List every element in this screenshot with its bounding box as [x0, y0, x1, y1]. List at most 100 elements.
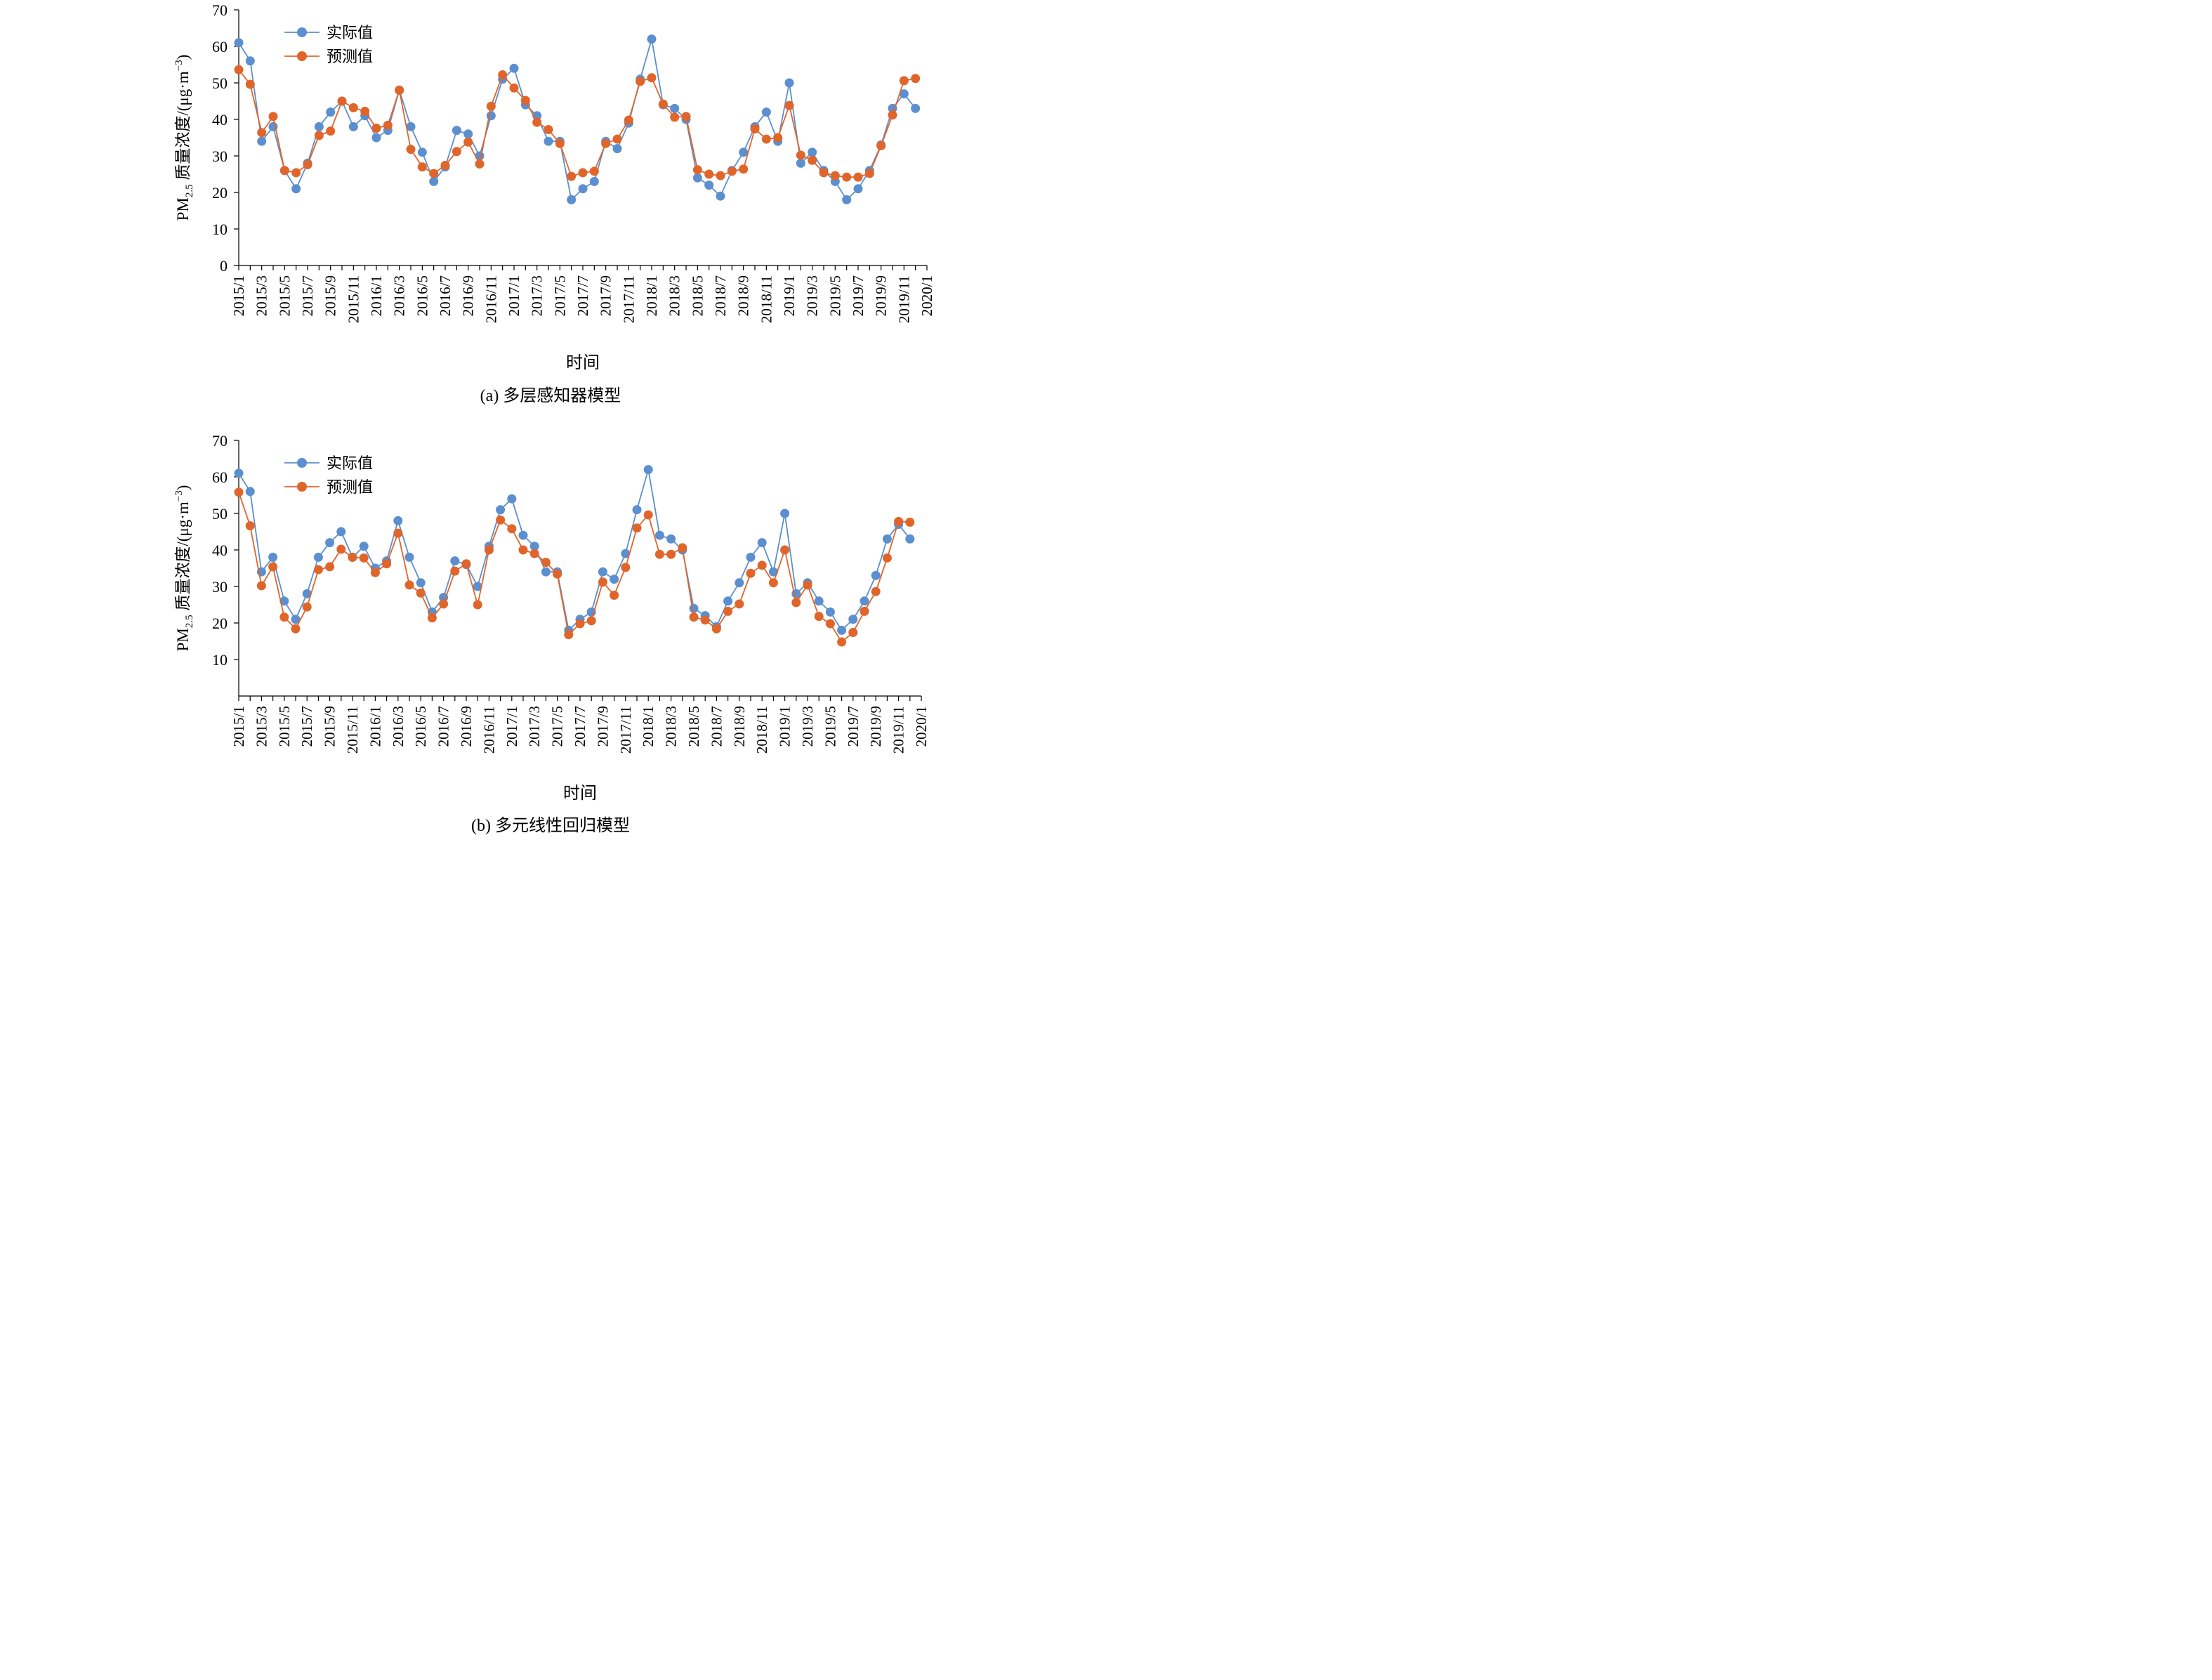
x-tick-label: 2016/3	[391, 275, 408, 316]
data-point-predicted	[555, 138, 565, 148]
data-point-actual	[578, 184, 588, 194]
data-point-actual	[848, 615, 858, 624]
x-axis-label: 时间	[563, 784, 597, 803]
data-point-predicted	[882, 553, 892, 563]
data-point-predicted	[808, 155, 817, 165]
data-point-actual	[670, 103, 680, 113]
data-point-actual	[268, 552, 278, 562]
data-point-actual	[825, 607, 835, 617]
data-point-predicted	[303, 159, 312, 169]
data-point-actual	[899, 89, 909, 99]
x-tick-label: 2020/1	[913, 706, 930, 747]
data-point-actual	[336, 527, 346, 537]
x-tick-label: 2016/1	[368, 275, 385, 316]
x-tick-label: 2017/7	[572, 706, 588, 747]
data-point-predicted	[757, 560, 767, 570]
data-point-actual	[871, 570, 881, 580]
x-tick-label: 2018/7	[712, 275, 729, 316]
data-point-actual	[234, 38, 244, 48]
data-point-actual	[302, 589, 312, 598]
data-point-actual	[768, 567, 778, 577]
data-point-predicted	[234, 65, 244, 74]
data-point-predicted	[475, 159, 485, 169]
x-tick-label: 2019/1	[777, 706, 794, 747]
x-tick-label: 2020/1	[919, 275, 935, 316]
data-point-actual	[796, 158, 805, 168]
data-point-actual	[439, 593, 449, 603]
y-tick-label: 60	[212, 38, 228, 55]
data-point-predicted	[768, 578, 778, 588]
data-point-actual	[814, 596, 824, 606]
data-point-actual	[314, 122, 324, 131]
x-tick-label: 2019/7	[850, 275, 867, 316]
data-point-predicted	[359, 553, 369, 563]
x-tick-label: 2017/1	[503, 706, 520, 747]
data-point-actual	[704, 181, 714, 190]
x-tick-label: 2017/11	[620, 275, 637, 323]
data-point-predicted	[871, 586, 881, 596]
data-point-actual	[837, 625, 847, 635]
x-tick-label: 2018/1	[643, 275, 660, 316]
data-point-predicted	[643, 510, 653, 520]
data-point-predicted	[796, 150, 805, 160]
data-point-predicted	[429, 169, 439, 178]
data-point-predicted	[427, 613, 437, 623]
legend-label: 实际值	[327, 454, 373, 472]
data-point-actual	[518, 530, 528, 540]
x-tick-label: 2016/9	[458, 706, 475, 747]
legend-marker	[297, 27, 307, 37]
x-tick-label: 2019/5	[827, 275, 843, 316]
y-tick-label: 30	[212, 578, 228, 596]
x-tick-label: 2015/3	[253, 706, 270, 747]
data-point-predicted	[291, 624, 301, 634]
x-tick-label: 2015/5	[276, 275, 293, 316]
data-point-predicted	[484, 545, 494, 555]
y-tick-label: 70	[212, 432, 228, 449]
x-tick-label: 2015/7	[299, 275, 316, 316]
data-point-actual	[888, 103, 897, 113]
data-point-actual	[746, 552, 756, 562]
data-point-predicted	[814, 612, 824, 622]
x-tick-label: 2016/3	[390, 706, 407, 747]
data-point-actual	[757, 538, 767, 548]
data-point-actual	[463, 129, 473, 139]
x-tick-label: 2018/7	[708, 706, 725, 747]
data-point-predicted	[689, 612, 699, 622]
x-tick-label: 2018/9	[731, 706, 748, 747]
x-axis-label: 时间	[566, 353, 600, 372]
y-axis-label-main: PM	[174, 628, 192, 651]
data-point-predicted	[899, 76, 909, 86]
data-point-predicted	[636, 77, 645, 86]
data-point-actual	[313, 552, 323, 562]
x-tick-label: 2016/5	[414, 275, 430, 316]
data-point-predicted	[589, 166, 599, 176]
data-point-predicted	[567, 171, 577, 181]
data-point-actual	[417, 147, 427, 157]
data-point-predicted	[496, 515, 506, 525]
data-point-predicted	[784, 100, 794, 110]
x-tick-label: 2018/5	[685, 706, 702, 747]
data-point-actual	[245, 56, 255, 66]
series-line-predicted	[238, 492, 910, 643]
data-point-predicted	[761, 134, 771, 144]
x-tick-label: 2017/7	[574, 275, 591, 316]
data-point-predicted	[678, 543, 687, 553]
legend-label: 实际值	[327, 24, 373, 41]
data-point-actual	[529, 542, 539, 551]
data-point-predicted	[383, 120, 393, 130]
data-point-predicted	[336, 544, 346, 554]
data-point-actual	[326, 107, 336, 117]
data-point-predicted	[541, 558, 551, 567]
data-point-predicted	[395, 85, 404, 95]
x-tick-label: 2019/7	[845, 706, 862, 747]
data-point-predicted	[830, 171, 840, 181]
y-axis-label-sub: 2.5	[184, 615, 195, 628]
data-point-predicted	[700, 615, 710, 625]
data-point-actual	[429, 176, 439, 186]
data-point-predicted	[461, 559, 471, 569]
x-tick-label: 2017/5	[549, 706, 566, 747]
x-tick-label: 2018/11	[758, 275, 775, 323]
data-point-actual	[761, 107, 771, 117]
data-point-predicted	[257, 128, 267, 138]
data-point-predicted	[704, 169, 714, 179]
